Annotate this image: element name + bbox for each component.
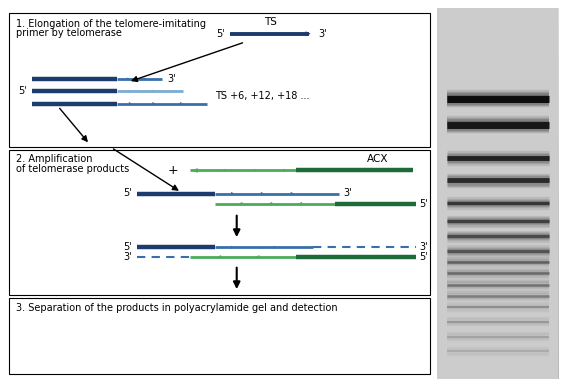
Text: TS +6, +12, +18 ...: TS +6, +12, +18 ... [215,91,310,101]
Text: 3': 3' [123,252,131,262]
Bar [9,150,430,295]
Text: 5': 5' [123,242,131,252]
Text: 5': 5' [217,29,225,39]
Text: 2. Amplification: 2. Amplification [16,154,92,164]
Text: 3': 3' [168,74,177,84]
Text: TS: TS [265,17,277,27]
Text: 3': 3' [319,29,327,39]
Text: +: + [168,164,178,177]
Text: 3': 3' [419,242,428,252]
Text: primer by telomerase: primer by telomerase [16,28,122,38]
Text: ACX: ACX [367,154,388,164]
Text: 5': 5' [419,252,428,262]
Text: 3': 3' [343,188,352,199]
Text: 3. Separation of the products in polyacrylamide gel and detection: 3. Separation of the products in polyacr… [16,303,338,313]
Text: 5': 5' [19,86,27,96]
Bar [9,298,430,374]
Text: 5': 5' [419,199,428,209]
Bar [9,13,430,147]
Text: 1. Elongation of the telomere-imitating: 1. Elongation of the telomere-imitating [16,19,206,29]
Text: of telomerase products: of telomerase products [16,164,129,174]
Text: 5': 5' [123,188,131,199]
